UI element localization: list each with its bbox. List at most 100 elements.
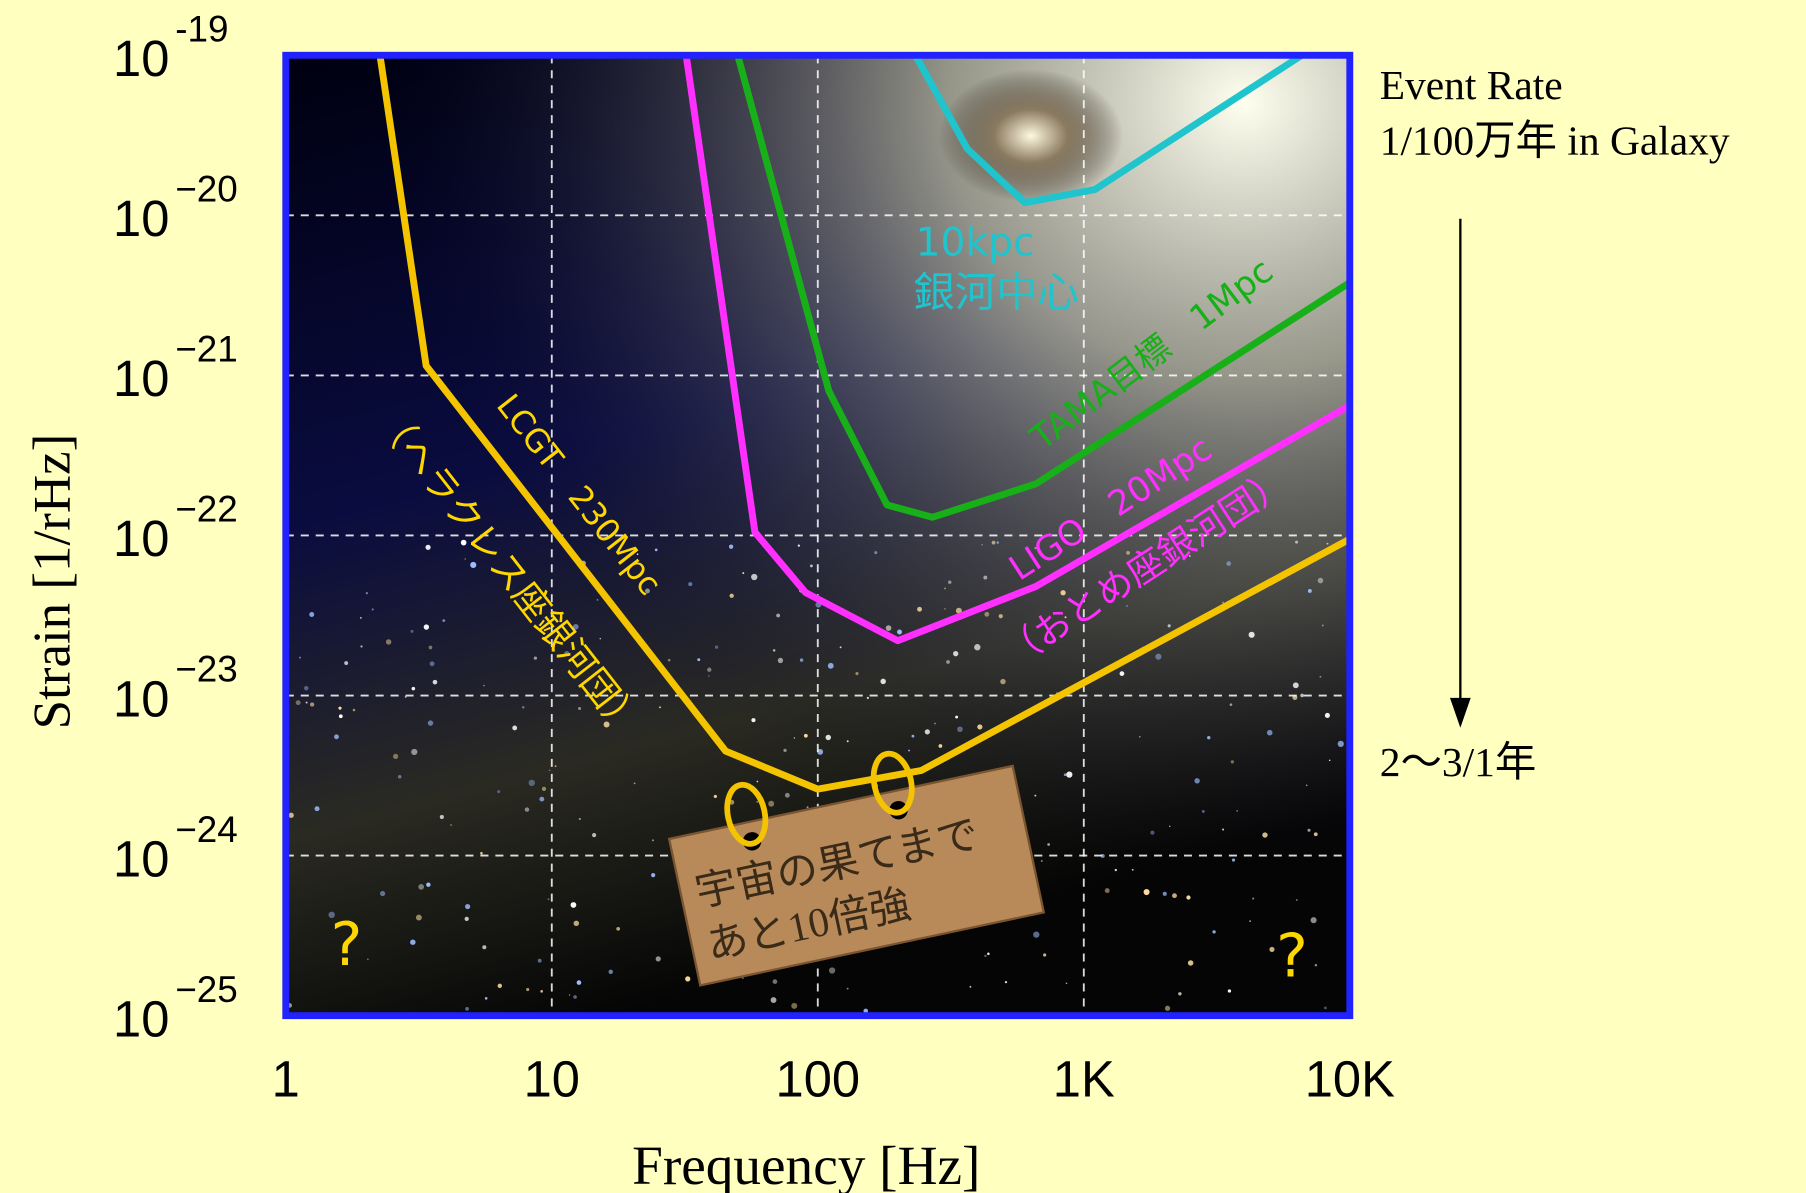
star: [791, 1003, 797, 1009]
y-tick-exponent: −25: [175, 969, 237, 1010]
y-tick-label: 10: [113, 670, 169, 727]
star: [1322, 625, 1324, 627]
star: [897, 630, 902, 635]
star: [529, 780, 535, 786]
star: [1228, 989, 1231, 992]
star: [485, 997, 488, 1000]
star: [310, 702, 314, 706]
star: [1295, 541, 1298, 544]
star: [1165, 1006, 1170, 1011]
star: [309, 612, 314, 617]
star: [418, 884, 424, 890]
star: [826, 735, 831, 740]
star: [987, 953, 990, 956]
star: [380, 891, 385, 896]
star: [306, 701, 308, 703]
y-axis-label: Strain [1/rHz]: [23, 434, 81, 730]
star: [730, 594, 734, 598]
star: [465, 904, 470, 909]
star: [344, 661, 348, 665]
y-tick-label: 10: [113, 830, 169, 887]
star: [697, 658, 700, 661]
star: [1293, 682, 1299, 688]
star: [773, 649, 776, 652]
star: [997, 541, 999, 543]
star: [339, 714, 343, 718]
y-tick-label: 10: [113, 990, 169, 1047]
annotation: ?: [1276, 922, 1308, 992]
star: [974, 644, 980, 650]
star: [442, 619, 445, 622]
star: [577, 980, 582, 985]
star: [464, 558, 466, 560]
star: [1308, 589, 1312, 593]
star: [579, 818, 581, 820]
star: [955, 716, 958, 719]
star: [411, 749, 417, 755]
star: [1262, 832, 1267, 837]
star: [800, 658, 803, 661]
star: [542, 787, 546, 791]
star: [1064, 773, 1067, 776]
star: [1319, 676, 1321, 678]
star: [367, 958, 369, 960]
star: [847, 740, 849, 742]
star: [984, 955, 986, 957]
star: [1194, 778, 1199, 783]
star: [1222, 828, 1224, 830]
x-tick-label: 10K: [1305, 1050, 1395, 1107]
star: [1329, 760, 1330, 761]
star: [522, 706, 524, 708]
star: [651, 873, 655, 877]
star: [981, 544, 982, 545]
star: [525, 807, 529, 811]
star: [338, 707, 341, 710]
star: [299, 657, 301, 659]
star: [934, 723, 936, 725]
star: [1202, 810, 1205, 813]
star: [1311, 917, 1317, 923]
star: [953, 651, 958, 656]
star: [353, 709, 356, 712]
star: [573, 995, 577, 999]
star: [925, 729, 930, 734]
star: [540, 990, 543, 993]
star: [512, 726, 517, 731]
y-tick-label: 10: [113, 30, 169, 87]
star: [1066, 982, 1068, 984]
star: [1005, 981, 1007, 983]
star: [874, 551, 877, 554]
star: [498, 984, 502, 988]
star: [440, 815, 444, 819]
star: [776, 614, 780, 618]
star: [450, 824, 452, 826]
star: [1236, 810, 1238, 812]
y-tick-exponent: −21: [175, 329, 237, 370]
star: [1155, 654, 1161, 660]
star: [1178, 992, 1181, 995]
star: [912, 735, 915, 738]
star: [771, 997, 777, 1003]
star: [1226, 561, 1231, 566]
star: [946, 660, 950, 664]
star: [757, 801, 758, 802]
star: [549, 769, 551, 771]
x-tick-label: 10: [524, 1050, 580, 1107]
star: [742, 572, 744, 574]
y-tick-exponent: −23: [175, 649, 237, 690]
star: [360, 645, 362, 647]
star: [386, 639, 391, 644]
star: [1000, 679, 1005, 684]
event-rate-label: 2～3/1年: [1380, 739, 1537, 785]
star: [944, 608, 946, 610]
star: [315, 806, 320, 811]
star: [1296, 899, 1298, 901]
star: [1314, 832, 1318, 836]
star: [984, 612, 989, 617]
x-tick-label: 1: [272, 1050, 300, 1107]
star: [992, 541, 996, 545]
star: [578, 707, 581, 710]
star: [465, 917, 469, 921]
star: [688, 582, 692, 586]
event-rate-label: 1/100万年 in Galaxy: [1380, 117, 1730, 163]
